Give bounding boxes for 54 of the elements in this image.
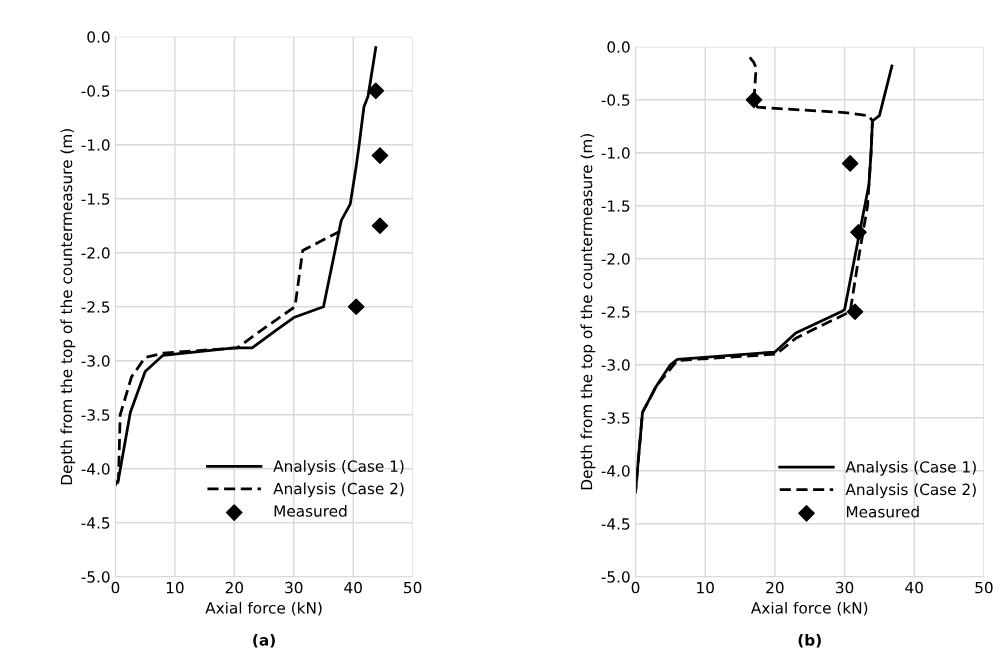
y-tick-label: -5.0	[81, 571, 110, 583]
y-tick-label: -1.0	[81, 139, 110, 151]
point	[347, 298, 365, 316]
x-axis-title: Axial force (kN)	[205, 601, 322, 616]
y-tick-label: -3.0	[601, 359, 630, 371]
x-tick-label: 0	[631, 581, 640, 594]
text: (b)	[798, 633, 821, 648]
x-tick-label: 20	[766, 581, 784, 594]
x-tick-label: 30	[285, 581, 303, 594]
x-tick-label: 0	[111, 581, 120, 594]
y-tick-label: -1.0	[601, 147, 630, 159]
legend-label: Analysis (Case 2)	[845, 483, 976, 499]
point	[745, 91, 763, 109]
y-tick-label: -3.0	[81, 355, 110, 367]
y-tick-label: -3.5	[81, 409, 110, 421]
point	[846, 303, 864, 321]
y-axis-title: Depth from the top of the countermeasure (m)	[60, 129, 76, 485]
y-tick-label: -1.5	[601, 200, 630, 212]
legend-label: Measured	[846, 505, 919, 518]
y-tick-label: -2.0	[81, 247, 110, 259]
text: (a)	[253, 633, 275, 648]
x-tick-label: 20	[225, 581, 244, 594]
y-tick-label: 0.0	[607, 41, 630, 53]
y-tick-label: -4.5	[81, 517, 110, 529]
y-tick-label: -1.5	[81, 193, 110, 205]
point	[850, 223, 867, 241]
y-tick-label: -2.5	[601, 306, 630, 318]
y-tick-label: -3.5	[601, 412, 630, 424]
y-tick-label: -0.5	[81, 85, 110, 97]
y-tick-label: -4.5	[601, 518, 630, 530]
y-tick-label: -4.0	[601, 465, 630, 477]
point	[371, 147, 389, 164]
y-axis-title: Depth from the top of the countermeasure (m)	[580, 134, 596, 490]
legend-label: Measured	[274, 504, 347, 517]
x-tick-label: 10	[166, 581, 184, 594]
x-tick-label: 30	[836, 581, 854, 594]
point	[367, 82, 385, 100]
legend-label: Analysis (Case 2)	[273, 482, 404, 498]
point	[371, 217, 389, 235]
x-tick-label: 10	[697, 581, 714, 594]
x-axis-title: Axial force (kN)	[750, 601, 868, 616]
legend-label: Analysis (Case 1)	[273, 460, 404, 475]
x-tick-label: 50	[404, 581, 422, 594]
y-tick-label: -2.0	[601, 253, 630, 265]
y-tick-label: -2.5	[81, 301, 110, 313]
legend-label: Analysis (Case 1)	[845, 460, 976, 476]
x-tick-label: 40	[905, 581, 923, 594]
y-tick-label: 0.0	[87, 31, 110, 43]
point	[841, 155, 859, 172]
x-tick-label: 50	[975, 581, 993, 594]
y-tick-label: -0.5	[601, 94, 630, 106]
x-tick-label: 40	[344, 581, 362, 594]
y-tick-label: -5.0	[601, 571, 630, 583]
y-tick-label: -4.0	[81, 463, 110, 475]
